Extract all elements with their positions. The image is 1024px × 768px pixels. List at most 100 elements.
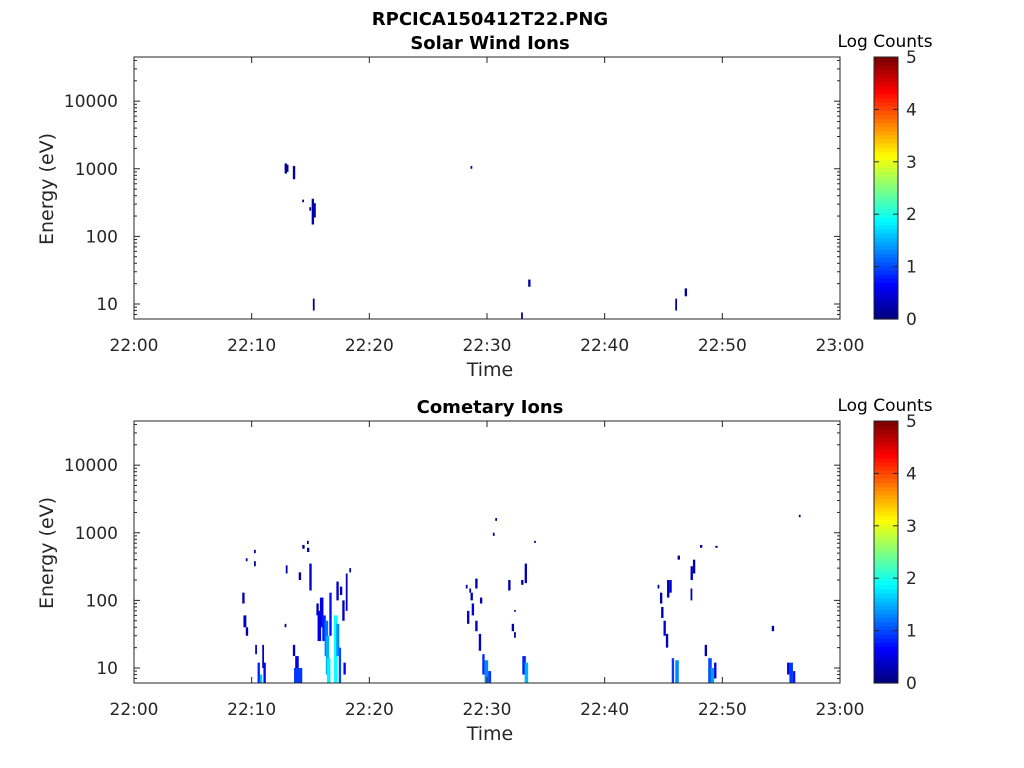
heatmap-cell: [342, 600, 345, 621]
cometary-heatmap-cells: [242, 514, 801, 683]
colorbar-swatch: [874, 547, 898, 553]
colorbar-frame: [873, 56, 899, 320]
colorbar-swatch: [874, 466, 898, 471]
colorbar-swatch: [874, 474, 898, 479]
heatmap-cell: [292, 644, 296, 657]
heatmap-cell: [690, 566, 693, 581]
y-tick-label: 10: [96, 659, 118, 679]
colorbar-swatch: [874, 535, 898, 541]
colorbar-swatch: [874, 273, 898, 279]
cometary-panel: Cometary Ions 22:00 22:10 22:20 22:30 22:40 2…: [36, 396, 933, 745]
colorbar-tick-label: 2: [906, 205, 917, 225]
colorbar-swatch: [874, 261, 898, 267]
colorbar-swatch: [874, 208, 898, 214]
colorbar-swatch: [874, 110, 898, 115]
colorbar-swatch: [874, 421, 898, 426]
heatmap-cell: [322, 615, 326, 642]
heatmap-cell: [298, 572, 302, 581]
x-tick-label: 22:10: [227, 700, 276, 720]
heatmap-cell: [262, 644, 265, 669]
heatmap-cell: [286, 164, 289, 172]
colorbar-swatch: [874, 617, 898, 623]
colorbar-tick-label: 0: [906, 310, 917, 330]
heatmap-cell: [692, 559, 696, 574]
colorbar-swatch: [874, 633, 898, 639]
colorbar-swatch: [874, 89, 898, 95]
heatmap-cell: [484, 660, 489, 683]
colorbar-swatch: [874, 142, 898, 148]
colorbar-swatch: [874, 212, 898, 218]
x-tick-label: 22:30: [463, 700, 512, 720]
heatmap-cell: [309, 563, 312, 591]
heatmap-cell: [511, 623, 515, 632]
heatmap-cell: [478, 633, 482, 651]
colorbar-swatch: [874, 245, 898, 251]
heatmap-cell: [312, 298, 315, 311]
colorbar-tick-label: 1: [906, 258, 917, 278]
heatmap-cell: [306, 540, 309, 545]
colorbar-swatch: [874, 188, 898, 193]
heatmap-cell: [245, 558, 248, 562]
colorbar-swatch: [874, 543, 898, 549]
colorbar-swatch: [874, 670, 898, 676]
heatmap-cell: [309, 207, 312, 211]
solar-wind-heatmap-cells: [284, 163, 688, 319]
heatmap-cell: [338, 647, 342, 683]
colorbar-swatch: [874, 437, 898, 443]
heatmap-cell: [329, 592, 332, 636]
colorbar-swatch: [874, 482, 898, 488]
heatmap-cell: [659, 592, 663, 604]
heatmap-cell: [704, 644, 708, 657]
heatmap-cell: [675, 660, 679, 683]
heatmap-cell: [495, 518, 498, 521]
colorbar-swatch: [874, 192, 898, 197]
colorbar-swatch: [874, 453, 898, 459]
colorbar-swatch: [874, 470, 898, 475]
colorbar-swatch: [874, 93, 898, 99]
heatmap-cell: [316, 603, 319, 616]
colorbar-tick-label: 0: [906, 674, 917, 694]
colorbar-swatch: [874, 580, 898, 586]
colorbar-swatch: [874, 666, 898, 672]
colorbar-swatch: [874, 151, 898, 156]
colorbar-swatch: [874, 204, 898, 210]
colorbar-swatch: [874, 609, 898, 615]
x-tick-label: 22:00: [110, 700, 159, 720]
cometary-colorbar-label: Log Counts: [837, 396, 932, 416]
heatmap-cell: [475, 578, 478, 589]
colorbar-swatch: [874, 478, 898, 484]
colorbar-swatch: [874, 523, 898, 529]
heatmap-cell: [663, 620, 666, 636]
colorbar-swatch: [874, 241, 898, 246]
heatmap-cell: [325, 635, 330, 675]
colorbar-swatch: [874, 502, 898, 508]
y-tick-label: 1000: [75, 160, 118, 180]
cometary-plot-frame: [133, 420, 841, 684]
heatmap-cell: [667, 580, 670, 598]
colorbar-tick-label: 4: [906, 464, 917, 484]
heatmap-cell: [482, 654, 485, 675]
heatmap-cell: [671, 658, 675, 683]
colorbar-swatch: [874, 441, 898, 447]
colorbar-swatch: [874, 592, 898, 598]
colorbar-swatch: [874, 564, 898, 569]
colorbar-swatch: [874, 126, 898, 132]
colorbar-tick-label: 1: [906, 622, 917, 642]
colorbar-swatch: [874, 552, 898, 557]
colorbar-swatch: [874, 306, 898, 312]
heatmap-cell: [789, 662, 793, 683]
heatmap-cell: [469, 588, 472, 593]
colorbar-swatch: [874, 678, 898, 684]
colorbar-swatch: [874, 290, 898, 296]
x-tick-label: 22:00: [110, 336, 159, 356]
colorbar-swatch: [874, 134, 898, 140]
heatmap-cell: [514, 632, 516, 638]
colorbar-tick-label: 5: [906, 48, 917, 68]
colorbar-swatch: [874, 568, 898, 574]
colorbar-swatch: [874, 506, 898, 512]
colorbar-swatch: [874, 294, 898, 300]
colorbar-swatch: [874, 494, 898, 500]
solar-wind-panel: Solar Wind Ions 22:00 22:10 22:20 22:30 22:4…: [36, 32, 933, 381]
x-tick-label: 23:00: [816, 336, 865, 356]
colorbar-swatch: [874, 527, 898, 533]
